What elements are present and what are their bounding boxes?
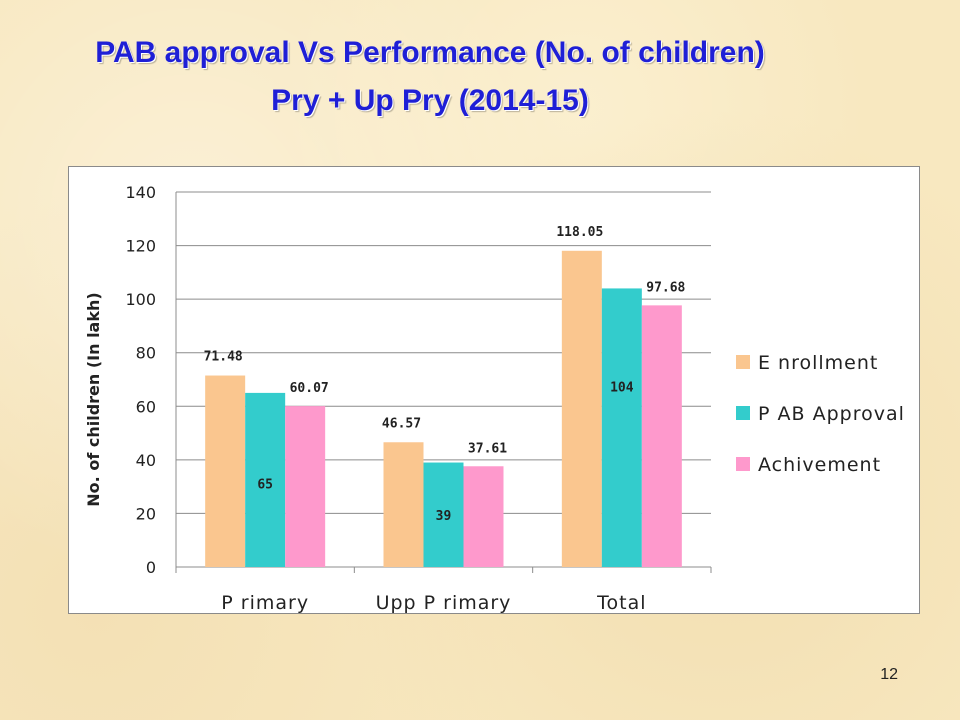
bar-2-1 bbox=[245, 392, 286, 567]
data-label: 71.48 bbox=[204, 350, 243, 365]
y-tick-label: 100 bbox=[125, 290, 156, 309]
y-axis-title: No. of children (In lakh) bbox=[84, 292, 103, 506]
bar-3-1 bbox=[285, 406, 326, 567]
y-tick-label: 20 bbox=[136, 504, 156, 523]
bar-3-3 bbox=[641, 305, 682, 567]
data-label: 104 bbox=[610, 381, 634, 396]
data-label: 60.07 bbox=[290, 381, 329, 396]
slide-title-line1: PAB approval Vs Performance (No. of chil… bbox=[95, 36, 765, 69]
bar-1-1 bbox=[205, 375, 246, 567]
x-category-label: Upp P rimary bbox=[376, 592, 512, 614]
bar-2-2 bbox=[423, 462, 464, 567]
legend-swatch-1 bbox=[736, 355, 750, 369]
data-label: 97.68 bbox=[646, 280, 685, 295]
y-tick-label: 60 bbox=[136, 397, 156, 416]
y-tick-label: 40 bbox=[136, 451, 156, 470]
bar-3-2 bbox=[463, 466, 504, 567]
bar-1-3 bbox=[561, 250, 602, 567]
y-tick-label: 140 bbox=[125, 183, 156, 202]
legend-label-1: E nrollment bbox=[758, 352, 878, 374]
bar-1-2 bbox=[383, 442, 424, 567]
x-category-label: Total bbox=[596, 592, 646, 614]
data-label: 65 bbox=[257, 478, 273, 493]
legend-swatch-2 bbox=[736, 406, 750, 420]
legend-label-3: Achivement bbox=[758, 454, 881, 476]
y-tick-label: 120 bbox=[125, 237, 156, 256]
data-label: 39 bbox=[436, 509, 452, 524]
x-category-label: P rimary bbox=[221, 592, 309, 614]
bar-2-3 bbox=[601, 288, 642, 567]
chart-container: 0 20 40 60 80 100 120 140 71.48 65 60.07 P rimary 46… bbox=[68, 166, 920, 614]
data-label: 37.61 bbox=[468, 441, 507, 456]
legend-swatch-3 bbox=[736, 457, 750, 471]
bar-chart: 0 20 40 60 80 100 120 140 71.48 65 60.07 P rimary 46… bbox=[84, 183, 905, 614]
data-label: 46.57 bbox=[382, 416, 421, 431]
y-tick-label: 80 bbox=[136, 344, 156, 363]
legend-label-2: P AB Approval bbox=[758, 403, 905, 425]
data-label: 118.05 bbox=[556, 225, 603, 240]
page-number: 12 bbox=[880, 666, 898, 683]
slide-title-line2: Pry + Up Pry (2014-15) bbox=[271, 84, 589, 117]
y-tick-label: 0 bbox=[146, 558, 156, 577]
